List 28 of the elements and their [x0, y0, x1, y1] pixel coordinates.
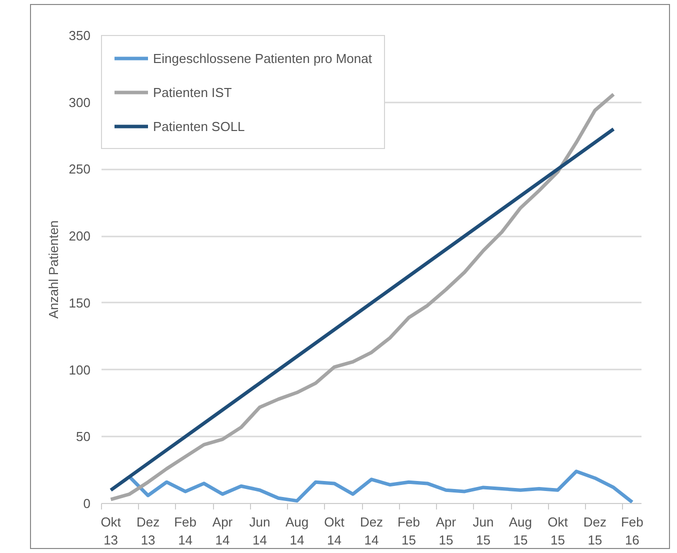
y-tick-label: 350 [68, 28, 91, 43]
x-tick-label: Okt 14 [324, 514, 345, 548]
x-tick-label: Dez 13 [136, 514, 160, 548]
x-tick-label: Feb 14 [174, 514, 196, 548]
y-tick-label: 100 [68, 362, 91, 378]
x-tick-label: Jun 14 [249, 514, 270, 548]
x-tick-label: Dez 15 [583, 514, 607, 548]
y-tick-label: 150 [68, 295, 91, 310]
x-tick-label: Okt 15 [548, 514, 568, 548]
x-tick-label: Aug 14 [285, 514, 309, 548]
legend-label: Patienten IST [153, 84, 232, 100]
y-tick-label: 200 [68, 228, 91, 244]
legend-label: Patienten SOLL [153, 118, 245, 134]
y-tick-label: 50 [76, 429, 91, 444]
line-series [128, 470, 634, 504]
x-tick-label: Okt 13 [100, 514, 122, 548]
x-tick-label: Apr 14 [212, 514, 234, 548]
y-axis-title: Anzahl Patienten [46, 220, 61, 319]
y-tick-label: 300 [68, 94, 91, 110]
x-tick-label: Jun 15 [472, 514, 494, 548]
x-tick-label: Feb 16 [620, 514, 644, 548]
x-tick-label: Dez 14 [360, 514, 384, 548]
legend-label: Eingeschlossene Patienten pro Monat [153, 50, 372, 66]
y-tick-label: 0 [83, 496, 91, 511]
x-tick-label: Feb 15 [398, 514, 420, 548]
y-tick-label: 250 [68, 162, 91, 177]
x-tick-label: Apr 15 [436, 514, 457, 548]
x-tick-label: Aug 15 [508, 514, 532, 548]
